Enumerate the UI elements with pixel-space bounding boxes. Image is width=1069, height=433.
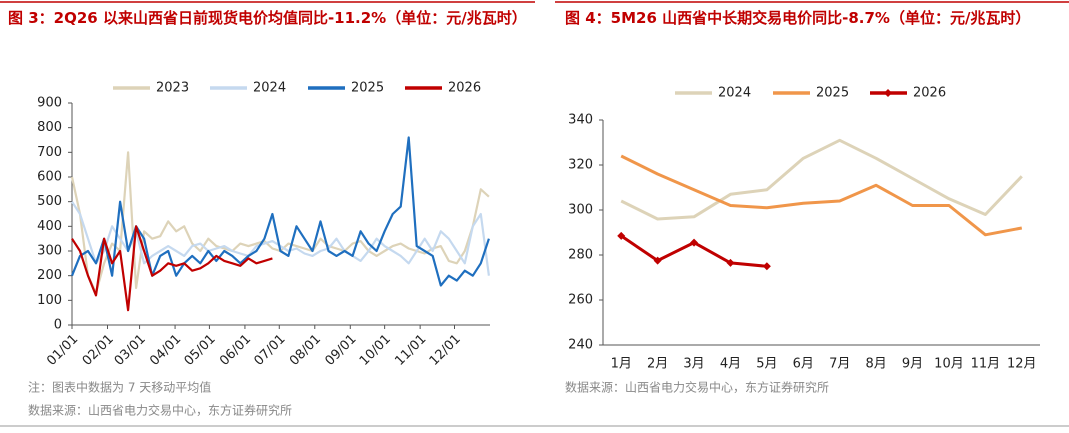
- legend-label: 2026: [448, 81, 481, 96]
- x-tick-label: 3月: [683, 357, 704, 372]
- x-tick-label: 7月: [829, 357, 850, 372]
- y-tick-label: 320: [568, 158, 593, 173]
- y-tick-label: 700: [37, 145, 62, 160]
- legend-label: 2024: [253, 81, 286, 96]
- x-tick-label: 04/01: [147, 332, 184, 369]
- y-tick-label: 340: [568, 113, 593, 128]
- y-tick-label: 100: [37, 293, 62, 308]
- x-tick-label: 11/01: [392, 332, 429, 369]
- y-tick-label: 300: [37, 244, 62, 259]
- legend-label: 2025: [816, 86, 849, 101]
- x-tick-label: 6月: [793, 357, 814, 372]
- y-tick-label: 600: [37, 170, 62, 185]
- series-line: [71, 225, 273, 312]
- y-tick-label: 300: [568, 203, 593, 218]
- x-tick-label: 9月: [902, 357, 923, 372]
- x-tick-label: 02/01: [80, 332, 117, 369]
- series-line: [70, 151, 490, 294]
- x-tick-label: 09/01: [322, 332, 359, 369]
- note: 注：图表中数据为 7 天移动平均值: [28, 380, 211, 395]
- note: 数据来源：山西省电力交易中心，东方证券研究所: [28, 403, 292, 418]
- legend-label: 2025: [351, 81, 384, 96]
- legend-label: 2024: [718, 86, 751, 101]
- x-tick-label: 08/01: [287, 332, 324, 369]
- y-tick-label: 400: [37, 219, 62, 234]
- y-tick-label: 240: [568, 338, 593, 353]
- series-line: [620, 154, 1023, 237]
- x-tick-label: 12/01: [427, 332, 464, 369]
- y-tick-label: 900: [37, 96, 62, 111]
- x-tick-label: 10/01: [357, 332, 394, 369]
- y-tick-label: 280: [568, 248, 593, 263]
- x-tick-label: 1月: [611, 357, 632, 372]
- x-tick-label: 10月: [934, 357, 964, 372]
- point-marker: [653, 256, 662, 265]
- x-tick-label: 01/01: [44, 332, 81, 369]
- note: 数据来源：山西省电力交易中心，东方证券研究所: [565, 380, 829, 395]
- legend-label: 2026: [913, 86, 946, 101]
- point-marker: [690, 238, 699, 247]
- x-tick-label: 11月: [971, 357, 1001, 372]
- legend-label: 2023: [156, 81, 189, 96]
- series-line: [70, 136, 490, 287]
- chart-title: 图 3：2Q26 以来山西省日前现货电价均值同比-11.2%（单位：元/兆瓦时）: [8, 9, 527, 27]
- y-tick-label: 200: [37, 268, 62, 283]
- x-tick-label: 07/01: [251, 332, 288, 369]
- x-tick-label: 03/01: [112, 332, 149, 369]
- point-marker: [762, 262, 771, 271]
- y-tick-label: 0: [54, 318, 62, 333]
- x-tick-label: 2月: [647, 357, 668, 372]
- x-tick-label: 06/01: [217, 332, 254, 369]
- x-tick-label: 4月: [720, 357, 741, 372]
- x-tick-label: 05/01: [182, 332, 219, 369]
- y-tick-label: 500: [37, 194, 62, 209]
- chart-title: 图 4：5M26 山西省中长期交易电价同比-8.7%（单位：元/兆瓦时）: [565, 9, 1031, 27]
- point-marker: [726, 258, 735, 267]
- series-line: [620, 138, 1023, 221]
- y-tick-label: 260: [568, 293, 593, 308]
- legend-marker: [884, 89, 892, 97]
- x-tick-label: 5月: [756, 357, 777, 372]
- point-marker: [617, 231, 626, 240]
- x-tick-label: 8月: [865, 357, 886, 372]
- x-tick-label: 12月: [1007, 357, 1037, 372]
- y-tick-label: 800: [37, 120, 62, 135]
